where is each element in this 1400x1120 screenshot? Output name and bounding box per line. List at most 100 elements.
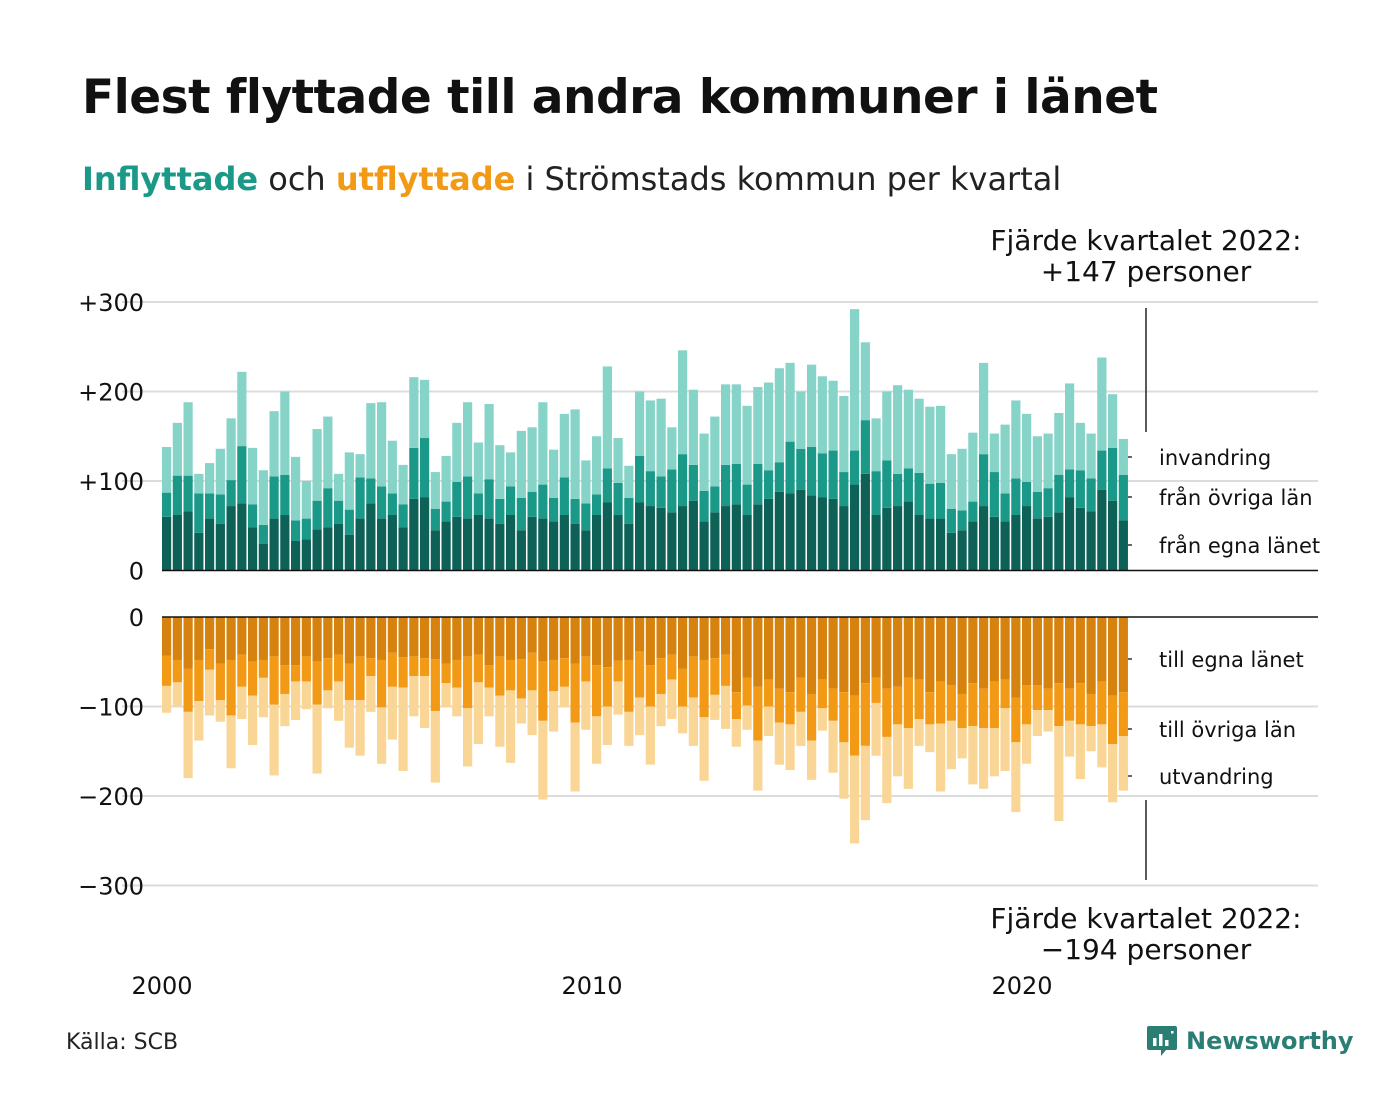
bar-out-utvandring (473, 682, 483, 745)
bar-out-egna-lanet (237, 617, 247, 655)
bar-in-egna-lanet (742, 515, 752, 571)
bar-in-egna-lanet (914, 515, 924, 571)
bar-in-egna-lanet (581, 530, 591, 571)
bar-in-egna-lanet (968, 521, 978, 571)
bar-out-egna-lanet (742, 617, 752, 678)
bar-out-egna-lanet (344, 617, 354, 664)
bar-out-egna-lanet (226, 617, 236, 660)
bar-in-invandring (323, 416, 333, 489)
bar-out-ovriga-lan (1022, 685, 1032, 725)
bar-in-invandring (592, 436, 602, 495)
bar-out-ovriga-lan (355, 656, 365, 701)
bar-in-ovriga-lan (334, 500, 344, 524)
bar-out-ovriga-lan (377, 659, 387, 708)
bar-out-ovriga-lan (226, 659, 236, 716)
bar-in-ovriga-lan (441, 501, 451, 522)
bar-in-egna-lanet (205, 518, 215, 571)
bar-out-ovriga-lan (968, 683, 978, 727)
bar-in-invandring (1118, 438, 1128, 475)
bar-out-utvandring (355, 700, 365, 756)
bar-out-utvandring (323, 690, 333, 709)
bar-in-ovriga-lan (753, 463, 763, 505)
bar-in-egna-lanet (527, 516, 537, 571)
bar-out-utvandring (205, 669, 215, 716)
bar-out-egna-lanet (1022, 617, 1032, 686)
bar-in-invandring (764, 382, 774, 471)
bar-out-ovriga-lan (774, 688, 784, 723)
bar-in-ovriga-lan (882, 460, 892, 508)
bar-in-invandring (538, 402, 548, 485)
y-tick-in: +200 (78, 379, 144, 407)
bar-out-egna-lanet (635, 617, 645, 652)
bar-out-ovriga-lan (1011, 697, 1021, 743)
bar-in-invandring (570, 409, 580, 499)
bar-in-egna-lanet (774, 491, 784, 571)
bar-out-ovriga-lan (1043, 688, 1053, 711)
bar-in-ovriga-lan (721, 464, 731, 507)
bar-out-ovriga-lan (1065, 688, 1075, 721)
bar-in-ovriga-lan (248, 504, 258, 528)
bar-in-invandring (699, 433, 709, 491)
bar-in-ovriga-lan (968, 501, 978, 522)
x-tick-label: 2020 (991, 972, 1052, 1000)
bar-in-invandring (463, 402, 473, 477)
bar-out-utvandring (1097, 724, 1107, 768)
bar-out-ovriga-lan (957, 693, 967, 728)
bar-in-egna-lanet (871, 515, 881, 571)
migration-chart: Fjärde kvartalet 2022: +147 personer Fjä… (78, 224, 1320, 1000)
bar-out-utvandring (162, 685, 172, 713)
bar-in-egna-lanet (420, 497, 430, 571)
bar-out-egna-lanet (506, 617, 516, 660)
annotation-top-line1: Fjärde kvartalet 2022: (990, 224, 1301, 257)
bar-out-egna-lanet (613, 617, 623, 661)
bar-in-invandring (366, 403, 376, 479)
bar-out-utvandring (893, 724, 903, 777)
bar-in-ovriga-lan (828, 450, 838, 499)
bar-in-invandring (1032, 436, 1042, 492)
bar-in-invandring (624, 465, 634, 499)
bar-out-egna-lanet (850, 617, 860, 696)
bar-in-ovriga-lan (355, 477, 365, 519)
bar-out-egna-lanet (183, 617, 193, 669)
bar-out-utvandring (721, 685, 731, 729)
bar-in-invandring (613, 438, 623, 483)
bar-in-egna-lanet (495, 523, 505, 571)
bar-in-invandring (581, 460, 591, 504)
bar-in-invandring (979, 362, 989, 455)
bar-out-ovriga-lan (312, 661, 322, 705)
bar-out-utvandring (871, 702, 881, 756)
bar-in-ovriga-lan (613, 482, 623, 516)
bar-out-ovriga-lan (807, 693, 817, 741)
bar-out-utvandring (172, 682, 182, 707)
bar-out-egna-lanet (194, 617, 204, 660)
bar-in-ovriga-lan (1032, 491, 1042, 519)
bar-in-invandring (839, 395, 849, 473)
bar-in-ovriga-lan (366, 478, 376, 504)
bar-in-invandring (441, 455, 451, 502)
bar-in-invandring (753, 387, 763, 464)
bar-out-utvandring (1065, 720, 1075, 757)
bar-out-utvandring (850, 755, 860, 844)
bar-out-ovriga-lan (398, 657, 408, 688)
bar-out-egna-lanet (721, 617, 731, 655)
bar-out-utvandring (387, 686, 397, 740)
bar-in-invandring (280, 391, 290, 475)
bar-in-ovriga-lan (1054, 474, 1064, 513)
bar-in-egna-lanet (248, 527, 258, 571)
bar-out-utvandring (688, 697, 698, 746)
subtitle-utflyttade: utflyttade (335, 160, 516, 198)
bar-in-egna-lanet (1108, 500, 1118, 571)
bar-out-utvandring (430, 710, 440, 783)
bar-out-ovriga-lan (291, 665, 301, 682)
bar-out-egna-lanet (323, 617, 333, 659)
bar-in-egna-lanet (860, 473, 870, 571)
bar-in-ovriga-lan (817, 453, 827, 498)
bar-out-ovriga-lan (387, 652, 397, 687)
bar-out-utvandring (344, 700, 354, 748)
bar-out-utvandring (914, 719, 924, 746)
bar-in-egna-lanet (893, 506, 903, 571)
bar-in-ovriga-lan (205, 493, 215, 519)
series-label-out: till egna länet (1159, 648, 1304, 672)
bar-in-ovriga-lan (549, 498, 559, 522)
series-label-in: från övriga län (1159, 485, 1313, 510)
